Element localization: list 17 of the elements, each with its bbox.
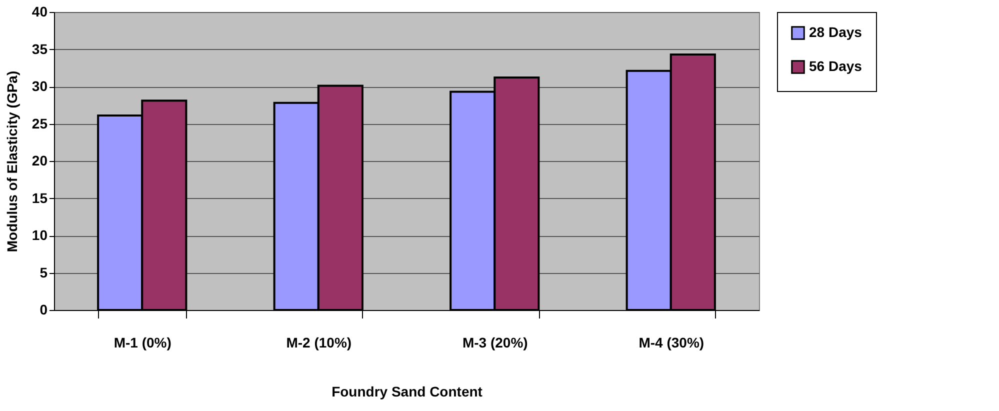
y-tick-label: 25: [32, 115, 48, 132]
y-tick-label: 40: [32, 4, 48, 20]
legend-label: 56 Days: [809, 58, 862, 74]
y-axis-title: Modulus of Elasticity (GPa): [4, 70, 20, 252]
y-tick-label: 0: [40, 302, 48, 318]
y-tick-label: 5: [40, 264, 48, 280]
y-tick-label: 15: [32, 190, 48, 206]
x-tick-label: M-2 (10%): [286, 334, 352, 350]
x-tick-label: M-1 (0%): [114, 334, 172, 350]
x-tick-label: M-4 (30%): [638, 334, 704, 350]
y-tick-label: 20: [32, 152, 48, 168]
x-axis-title: Foundry Sand Content: [332, 384, 483, 400]
legend-label: 28 Days: [809, 24, 862, 40]
x-tick-label: M-3 (20%): [462, 334, 528, 350]
y-tick-label: 35: [32, 40, 48, 57]
y-tick-label: 30: [32, 78, 48, 94]
y-tick-label: 10: [32, 227, 48, 243]
